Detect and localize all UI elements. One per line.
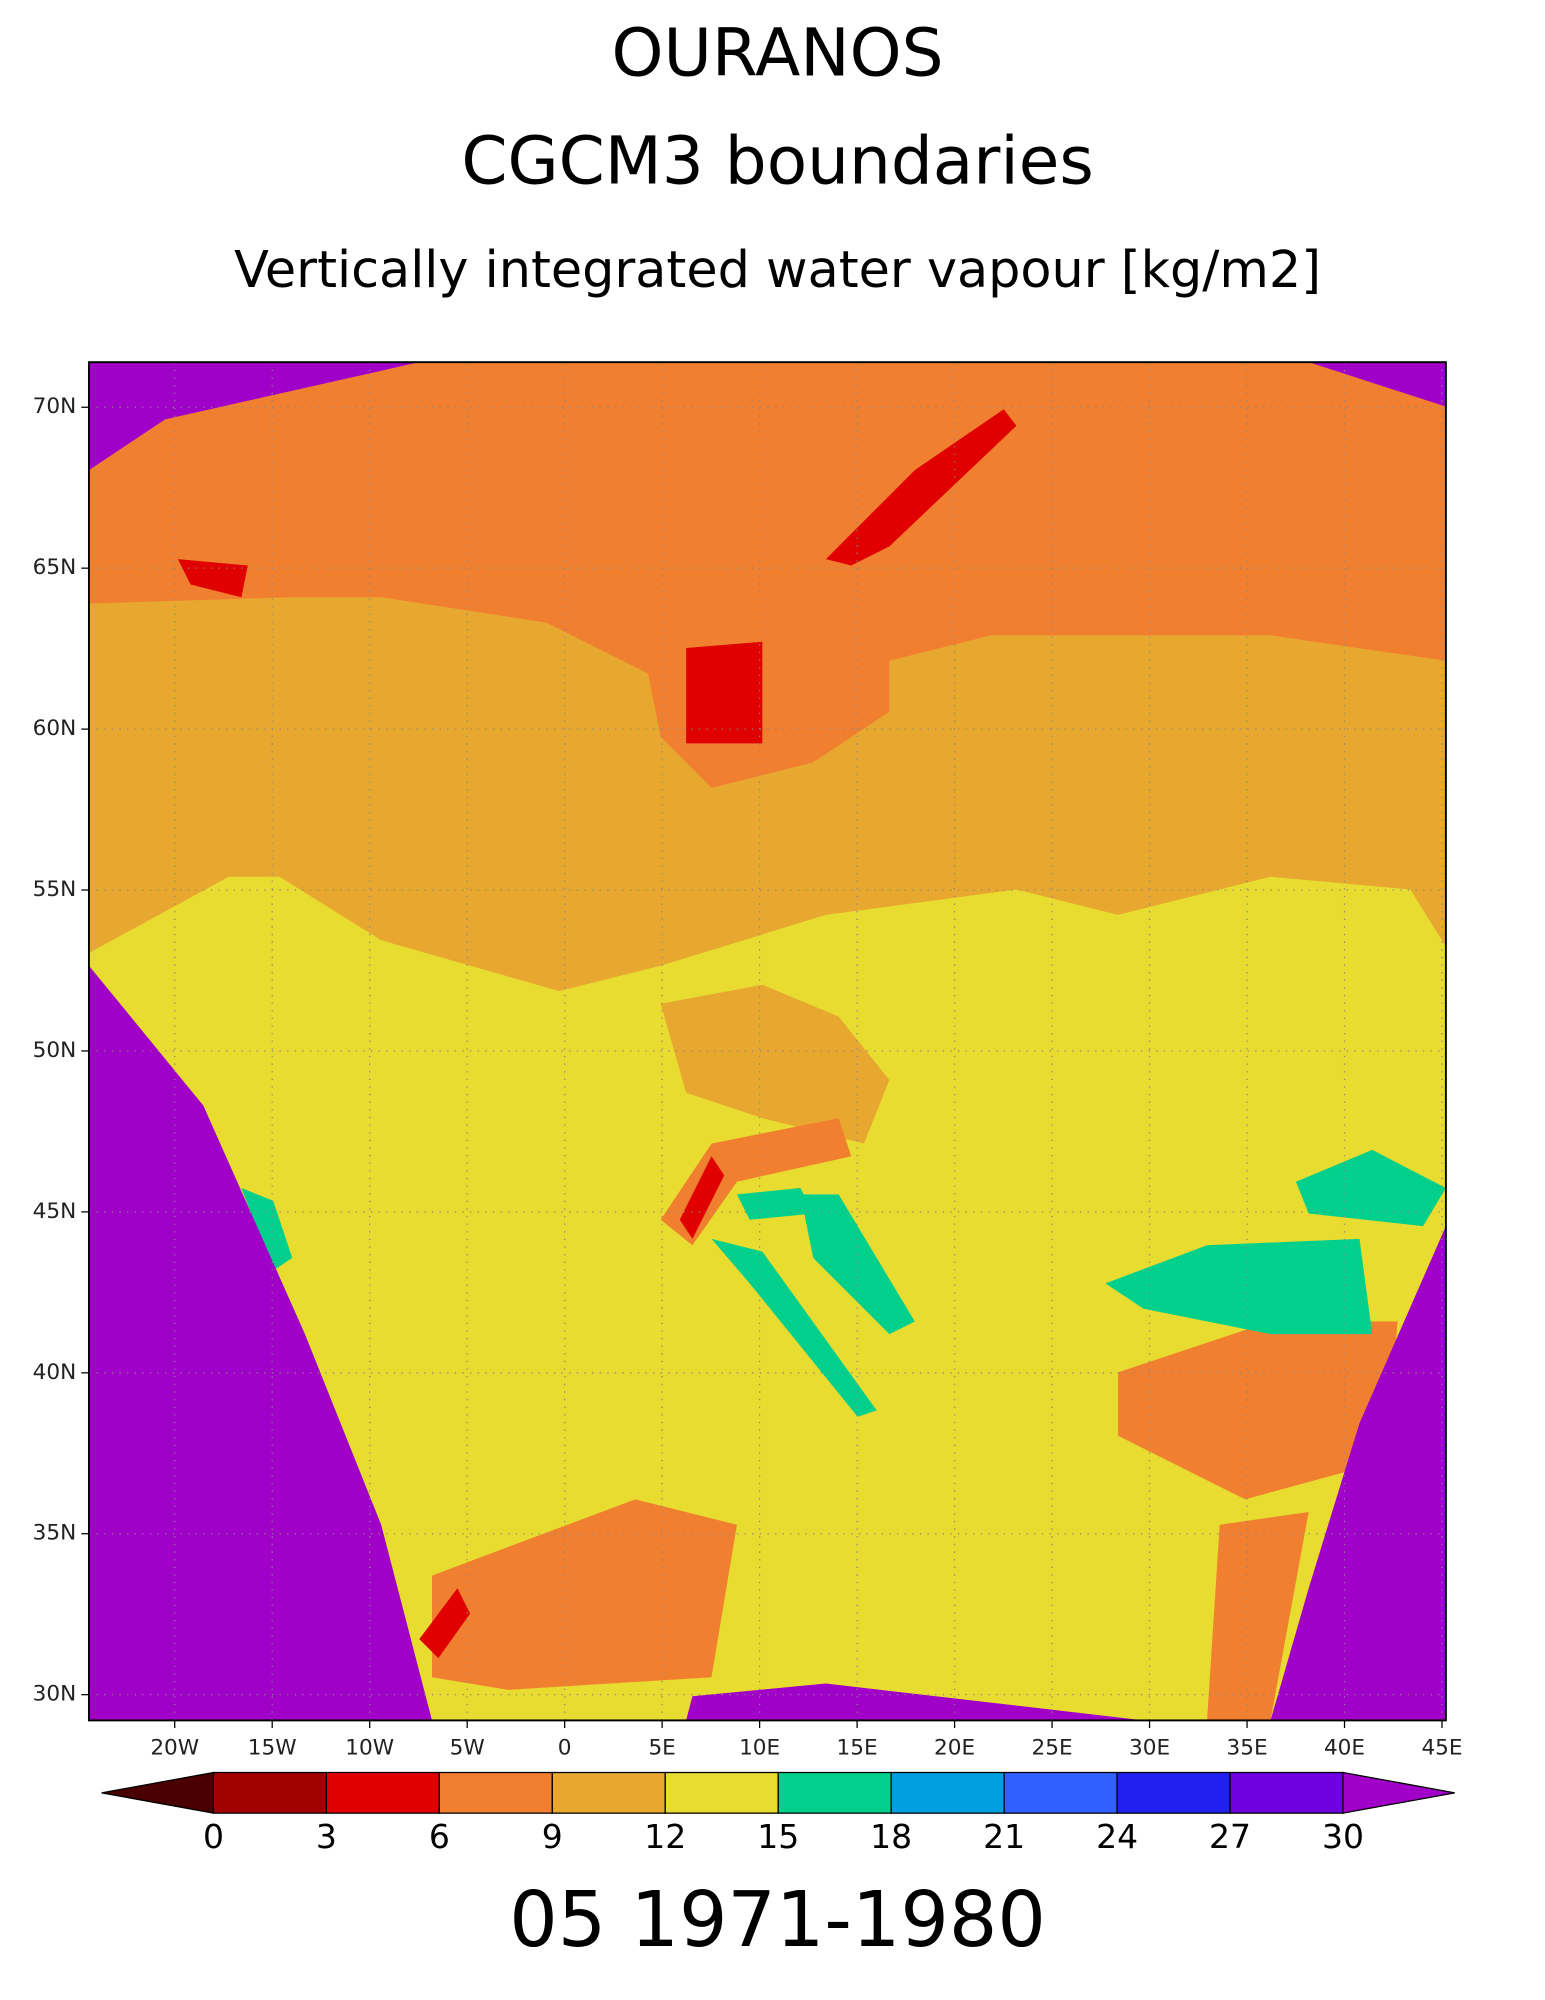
field-green — [711, 1238, 877, 1417]
colorbar-segment — [1229, 1771, 1344, 1814]
y-tick-label: 40N — [33, 1360, 77, 1385]
x-tick-label: 45E — [1421, 1735, 1462, 1760]
x-tick-label: 40E — [1324, 1735, 1365, 1760]
field-green — [736, 1188, 814, 1220]
colorbar-label: 27 — [1209, 1817, 1251, 1856]
field-amber — [660, 984, 890, 1144]
y-tick-label: 60N — [33, 716, 77, 741]
x-tick-label: 30E — [1129, 1735, 1170, 1760]
field-orange — [1118, 1321, 1398, 1500]
colorbar-segment — [777, 1771, 892, 1814]
field-purple — [686, 1683, 1144, 1721]
x-tick-label: 20E — [934, 1735, 975, 1760]
colorbar-segment — [325, 1771, 440, 1814]
x-tick-label: 25E — [1032, 1735, 1073, 1760]
y-tick-label: 30N — [33, 1682, 77, 1707]
field-orange — [1207, 1512, 1309, 1721]
colorbar-extension-high — [1342, 1771, 1455, 1814]
colorbar-segment — [438, 1771, 553, 1814]
colorbar-label: 12 — [644, 1817, 686, 1856]
field-red — [679, 1156, 725, 1239]
colorbar-segment — [1116, 1771, 1231, 1814]
colorbar-label: 3 — [316, 1817, 337, 1856]
field-green — [1295, 1149, 1446, 1227]
field-purple — [1270, 1226, 1446, 1721]
colorbar-extension-low — [101, 1771, 215, 1814]
field-orange — [88, 362, 1446, 788]
variable-label: Vertically integrated water vapour [kg/m… — [234, 240, 1321, 299]
colorbar-label: 6 — [429, 1817, 450, 1856]
x-tick-label: 35E — [1226, 1735, 1267, 1760]
colorbar-label: 9 — [542, 1817, 563, 1856]
x-tick-label: 15E — [837, 1735, 878, 1760]
colorbar-label: 21 — [983, 1817, 1025, 1856]
field-red — [686, 641, 763, 744]
field-red — [177, 559, 248, 598]
field-orange — [431, 1499, 737, 1690]
x-tick-label: 20W — [150, 1735, 199, 1760]
map-frame — [87, 361, 1447, 1722]
colorbar-label: 30 — [1322, 1817, 1364, 1856]
colorbar-segment — [664, 1771, 779, 1814]
field-purple — [88, 362, 420, 471]
y-tick-label: 65N — [33, 555, 77, 580]
x-tick-label: 5W — [450, 1735, 485, 1760]
field-red — [825, 409, 1017, 566]
x-tick-label: 10E — [739, 1735, 780, 1760]
field-red — [419, 1588, 471, 1659]
colorbar-segment — [890, 1771, 1005, 1814]
y-tick-label: 35N — [33, 1521, 77, 1546]
y-tick-label: 55N — [33, 877, 77, 902]
x-tick-label: 0 — [558, 1735, 572, 1760]
footer: 05 1971-1980 — [509, 1875, 1046, 1964]
colorbar-segment — [551, 1771, 666, 1814]
field-orange — [660, 1118, 852, 1246]
x-tick-label: 15W — [248, 1735, 297, 1760]
colorbar-label: 15 — [757, 1817, 799, 1856]
colorbar-label: 0 — [203, 1817, 224, 1856]
field-green — [800, 1194, 915, 1335]
field-green — [1105, 1238, 1373, 1335]
y-tick-label: 45N — [33, 1199, 77, 1224]
colorbar-segment — [1003, 1771, 1118, 1814]
title: OURANOS — [612, 14, 944, 91]
y-tick-label: 70N — [33, 394, 77, 419]
colorbar-label: 24 — [1096, 1817, 1138, 1856]
colorbar-label: 18 — [870, 1817, 912, 1856]
x-tick-label: 5E — [648, 1735, 675, 1760]
y-tick-label: 50N — [33, 1038, 77, 1063]
subtitle: CGCM3 boundaries — [461, 122, 1093, 199]
colorbar-segment — [212, 1771, 328, 1814]
field — [88, 362, 1446, 1721]
field-purple — [88, 965, 432, 1721]
field-green — [241, 1188, 293, 1271]
x-tick-label: 10W — [345, 1735, 394, 1760]
